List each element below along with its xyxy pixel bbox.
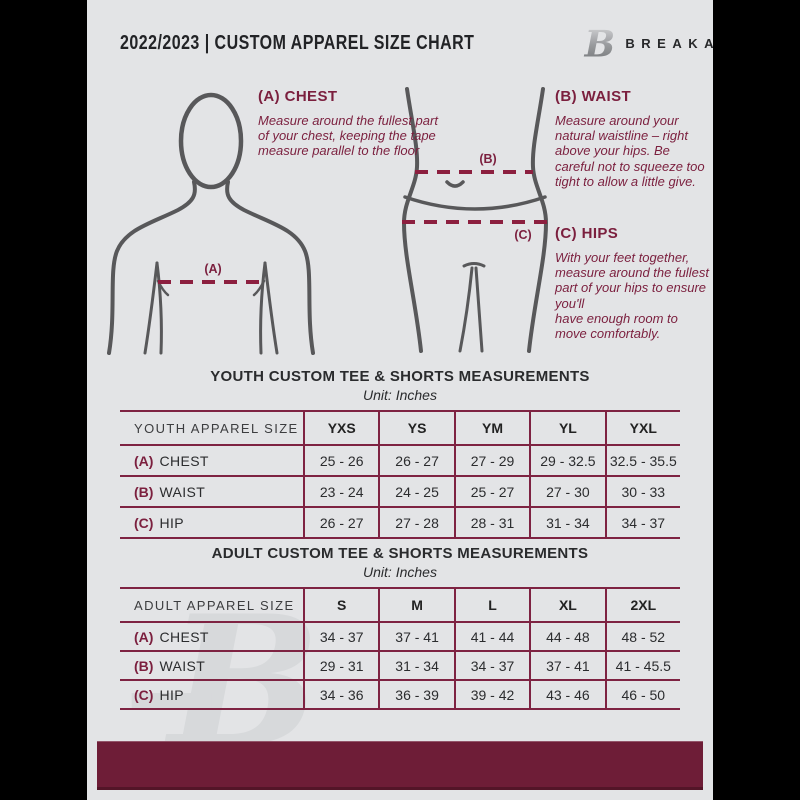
row-label-waist: (B) WAIST [134,483,206,500]
waist-instruction-body: Measure around your natural waistline – … [555,113,705,189]
adult-size-header-cell: ADULT APPAREL SIZE [134,597,295,613]
table-cell: 48 - 52 [604,623,680,650]
table-cell: 34 - 36 [303,681,378,708]
adult-table-unit: Unit: Inches [363,564,437,580]
upper-body-figure: (A) [107,92,315,355]
column-header: YS [378,412,453,444]
column-header: M [378,589,453,621]
table-cell: 44 - 48 [529,623,604,650]
column-header: L [453,589,529,621]
hips-instruction-body: With your feet together, measure around … [555,250,709,342]
footer-bar [97,741,703,790]
measurement-diagrams: (A) (B) (C) (A) CHEST Mea [87,85,713,363]
hips-instruction-title: (C) HIPS [555,225,619,242]
chest-instruction-block: (A) CHEST Measure around the fullest par… [258,88,440,159]
table-cell: 37 - 41 [529,652,604,679]
adult-section-heading: ADULT CUSTOM TEE & SHORTS MEASUREMENTS U… [87,545,713,580]
table-cell: 29 - 32.5 [529,446,604,475]
table-row: (B) WAIST 29 - 31 31 - 34 34 - 37 37 - 41… [120,652,680,681]
table-cell: 26 - 27 [378,446,453,475]
column-header: YM [453,412,529,444]
table-cell: 41 - 44 [453,623,529,650]
row-label-waist: (B) WAIST [134,657,206,674]
column-header: YXL [604,412,680,444]
row-label-hip: (C) HIP [134,514,184,531]
hips-instruction-block: (C) HIPS With your feet together, measur… [555,225,713,341]
lower-body-figure: (B) (C) [401,87,549,353]
table-cell: 37 - 41 [378,623,453,650]
breakaway-b-logo-icon: B [575,23,614,65]
youth-size-header-cell: YOUTH APPAREL SIZE [134,420,299,436]
table-header-row: ADULT APPAREL SIZE S M L XL 2XL [120,589,680,623]
table-cell: 36 - 39 [378,681,453,708]
column-header: XL [529,589,604,621]
table-cell: 43 - 46 [529,681,604,708]
hip-line-label: (C) [514,228,531,242]
table-cell: 46 - 50 [604,681,680,708]
youth-section-heading: YOUTH CUSTOM TEE & SHORTS MEASUREMENTS U… [87,368,713,403]
table-cell: 39 - 42 [453,681,529,708]
waist-line-label: (B) [479,152,496,166]
table-row: (C) HIP 26 - 27 27 - 28 28 - 31 31 - 34 3… [120,508,680,539]
table-row: (C) HIP 34 - 36 36 - 39 39 - 42 43 - 46 4… [120,681,680,710]
table-cell: 25 - 27 [453,477,529,506]
row-label-hip: (C) HIP [134,686,184,703]
table-cell: 41 - 45.5 [604,652,680,679]
youth-size-table: YOUTH APPAREL SIZE YXS YS YM YL YXL (A) C… [120,410,680,539]
column-header: YL [529,412,604,444]
adult-size-table: ADULT APPAREL SIZE S M L XL 2XL (A) CHEST… [120,587,680,710]
table-cell: 23 - 24 [303,477,378,506]
table-cell: 31 - 34 [529,508,604,537]
column-header: 2XL [604,589,680,621]
waist-instruction-title: (B) WAIST [555,88,632,105]
table-cell: 29 - 31 [303,652,378,679]
column-header: S [303,589,378,621]
adult-table-title: ADULT CUSTOM TEE & SHORTS MEASUREMENTS [211,545,589,562]
page-title: 2022/2023 | CUSTOM APPAREL SIZE CHART [120,31,475,54]
table-cell: 27 - 29 [453,446,529,475]
row-label-chest: (A) CHEST [134,452,209,469]
chest-instruction-body: Measure around the fullest part of your … [258,113,438,159]
table-cell: 30 - 33 [604,477,680,506]
table-cell: 24 - 25 [378,477,453,506]
table-row: (A) CHEST 34 - 37 37 - 41 41 - 44 44 - 48… [120,623,680,652]
brand-name: BREAKAWAY [625,35,713,51]
table-header-row: YOUTH APPAREL SIZE YXS YS YM YL YXL [120,412,680,446]
chest-line-label: (A) [204,262,221,276]
table-cell: 25 - 26 [303,446,378,475]
table-row: (A) CHEST 25 - 26 26 - 27 27 - 29 29 - 32… [120,446,680,477]
table-row: (B) WAIST 23 - 24 24 - 25 25 - 27 27 - 30… [120,477,680,508]
brand-lockup: B BREAKAWAY [574,20,713,66]
table-cell: 28 - 31 [453,508,529,537]
table-cell: 26 - 27 [303,508,378,537]
column-header: YXS [303,412,378,444]
document-header: 2022/2023 | CUSTOM APPAREL SIZE CHART B [120,18,713,68]
table-cell: 34 - 37 [453,652,529,679]
waist-instruction-block: (B) WAIST Measure around your natural wa… [555,88,707,189]
table-cell: 34 - 37 [604,508,680,537]
youth-table-title: YOUTH CUSTOM TEE & SHORTS MEASUREMENTS [210,368,590,385]
table-cell: 31 - 34 [378,652,453,679]
table-cell: 27 - 28 [378,508,453,537]
table-cell: 27 - 30 [529,477,604,506]
table-cell: 32.5 - 35.5 [604,446,680,475]
size-chart-document: B 2022/2023 | CUSTOM APPAREL SIZE CHART … [87,0,713,800]
table-cell: 34 - 37 [303,623,378,650]
chest-instruction-title: (A) CHEST [258,88,338,105]
row-label-chest: (A) CHEST [134,628,209,645]
youth-table-unit: Unit: Inches [363,387,437,403]
